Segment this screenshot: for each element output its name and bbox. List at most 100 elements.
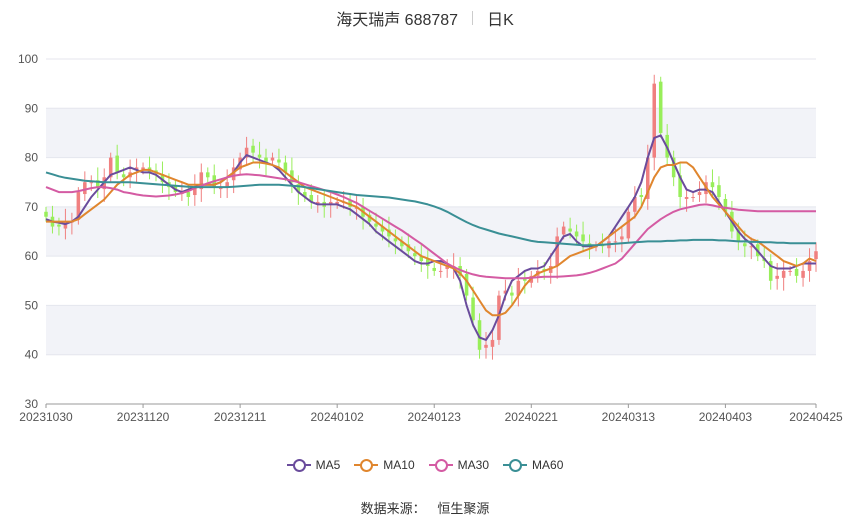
candle-up <box>691 192 695 202</box>
candle-down <box>277 148 281 170</box>
candle-up <box>244 136 249 165</box>
candle-down <box>160 161 165 194</box>
x-tick-label: 20240221 <box>505 410 559 424</box>
grid-band <box>46 256 816 306</box>
candle-up <box>484 332 488 359</box>
stock-name-code: 海天瑞声 688787 <box>336 12 459 29</box>
grid-band <box>46 354 816 404</box>
candle-down <box>794 258 799 283</box>
candle-up <box>781 262 786 291</box>
candle-down <box>296 175 301 205</box>
legend-marker-icon <box>503 458 528 472</box>
candle-up <box>270 152 275 166</box>
x-tick-label: 20231120 <box>117 410 170 424</box>
grid-band <box>46 206 816 257</box>
y-tick-label: 90 <box>25 101 39 115</box>
candle-up <box>652 74 656 171</box>
grid-band <box>46 59 816 109</box>
x-axis-ticks: 20231030 20231120 20231211 20240102 20240123… <box>19 404 843 424</box>
legend-label: MA10 <box>383 458 415 472</box>
ma-line-ma60 <box>45 171 816 247</box>
legend-item-ma30[interactable]: MA30 <box>428 458 490 472</box>
y-tick-label: 40 <box>25 348 39 362</box>
period-label[interactable]: 日K <box>487 12 514 29</box>
candle-up <box>620 227 624 253</box>
candle-down <box>671 150 676 187</box>
candle-up <box>801 264 805 287</box>
candle-up <box>193 174 197 206</box>
candle-up <box>516 267 521 307</box>
legend: MA5 MA10 MA30 MA60 <box>0 458 850 472</box>
candle-down <box>471 286 475 328</box>
x-tick-label: 20240425 <box>789 410 843 424</box>
candle-down <box>419 243 424 272</box>
candle-up <box>697 181 702 202</box>
candle-down <box>206 167 210 183</box>
legend-item-ma5[interactable]: MA5 <box>286 458 341 472</box>
candle-up <box>633 186 637 219</box>
y-tick-label: 70 <box>25 200 39 214</box>
candle-down <box>257 141 262 169</box>
candle-down <box>658 76 663 138</box>
legend-label: MA30 <box>457 458 490 472</box>
ma-line-ma5 <box>45 134 816 341</box>
candle-up <box>555 227 559 279</box>
candle-down <box>432 263 436 276</box>
candle-down <box>44 206 48 222</box>
y-axis-ticks: 30 40 50 60 70 80 90 100 <box>18 52 38 411</box>
candle-down <box>400 236 404 252</box>
legend-label: MA60 <box>532 458 564 472</box>
y-tick-label: 50 <box>25 298 39 312</box>
candle-down <box>510 285 514 305</box>
y-tick-label: 30 <box>25 397 39 411</box>
candle-down <box>303 187 307 202</box>
legend-marker-icon <box>428 458 453 472</box>
candle-down <box>639 188 644 206</box>
grid-band <box>46 108 816 158</box>
legend-item-ma60[interactable]: MA60 <box>503 458 563 472</box>
candle-up <box>83 171 87 201</box>
x-tick-label: 20240123 <box>408 410 462 424</box>
grid <box>46 58 816 405</box>
candle-up <box>814 242 818 272</box>
x-tick-label: 20240403 <box>699 410 753 424</box>
candles <box>44 74 818 360</box>
candle-down <box>523 269 527 294</box>
legend-marker-icon <box>354 458 379 472</box>
candle-down <box>768 254 773 290</box>
candle-down <box>96 167 100 198</box>
candle-down <box>393 229 398 255</box>
candle-up <box>108 152 113 183</box>
candle-up <box>626 206 631 244</box>
candle-up <box>445 259 449 278</box>
legend-marker-icon <box>286 458 311 472</box>
x-tick-label: 20240313 <box>602 410 656 424</box>
candle-up <box>225 169 229 198</box>
legend-label: MA5 <box>315 458 341 472</box>
title-separator <box>472 11 474 25</box>
ma-line-ma10 <box>46 161 817 317</box>
candle-up <box>199 163 204 202</box>
ma-line-ma30 <box>45 173 816 280</box>
candle-down <box>464 268 469 301</box>
candle-down <box>115 144 119 180</box>
candle-up <box>497 290 501 345</box>
legend-item-ma10[interactable]: MA10 <box>354 458 415 472</box>
moving-averages <box>45 134 817 341</box>
y-tick-label: 60 <box>25 249 39 263</box>
y-tick-label: 100 <box>18 52 38 66</box>
chart-title: 海天瑞声 688787 日K <box>0 6 850 30</box>
x-tick-label: 20240102 <box>310 410 364 424</box>
x-tick-label: 20231211 <box>214 410 267 424</box>
candle-up <box>490 331 495 360</box>
y-tick-label: 80 <box>25 151 39 165</box>
grid-band <box>46 305 816 355</box>
source-value: 恒生聚源 <box>437 501 490 516</box>
x-tick-label: 20231030 <box>19 410 73 424</box>
candle-up <box>807 248 812 282</box>
data-source: 数据来源： 恒生聚源 <box>0 498 850 517</box>
candle-down <box>678 162 682 208</box>
source-label: 数据来源： <box>360 501 426 516</box>
grid-band <box>46 157 816 207</box>
